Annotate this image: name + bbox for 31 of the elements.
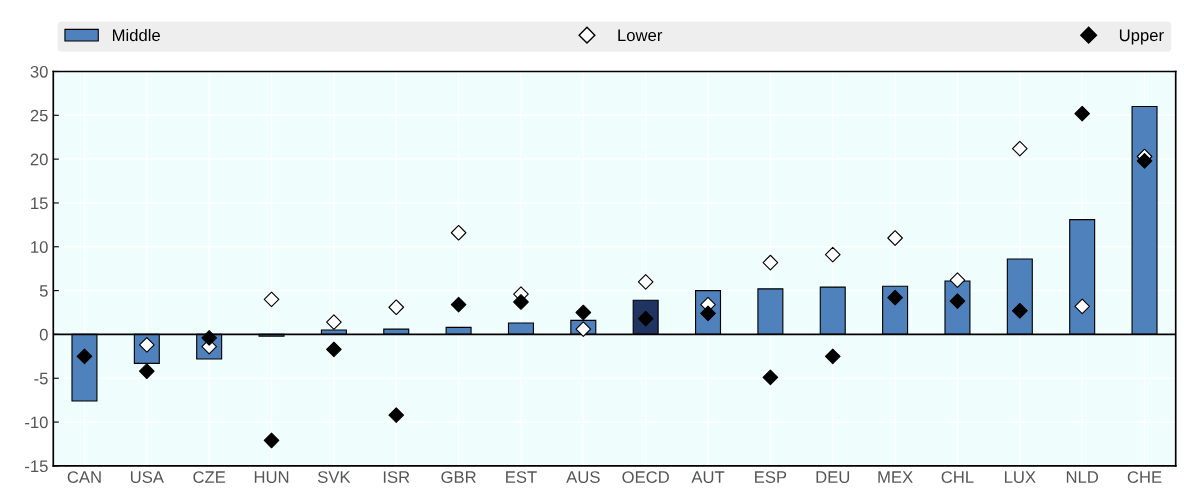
x-tick-label: OECD (622, 471, 669, 483)
x-tick-label: LUX (1004, 471, 1036, 483)
x-tick-label: ISR (383, 471, 410, 483)
x-tick-label: DEU (816, 471, 850, 483)
x-tick-label: EST (506, 471, 537, 483)
y-tick-label: -5 (34, 372, 48, 385)
y-tick-label: 20 (30, 153, 48, 166)
y-tick-label: 5 (39, 285, 48, 297)
y-tick-label: 10 (31, 241, 48, 253)
x-tick-label: HUN (254, 471, 289, 483)
y-tick-label: -15 (25, 460, 48, 473)
x-tick-label: MEX (878, 471, 913, 483)
x-tick-label: NLD (1066, 471, 1099, 483)
y-tick-label: 0 (39, 328, 48, 341)
x-tick-label: CHE (1127, 471, 1162, 483)
x-tick-label: GBR (441, 471, 476, 483)
x-tick-label: USA (130, 471, 164, 483)
legend-label: Lower (618, 29, 663, 42)
legend-label: Upper (1119, 29, 1164, 45)
x-tick-label: CAN (67, 471, 101, 483)
legend-label: Middle (112, 28, 160, 42)
x-tick-label: SVK (317, 471, 351, 483)
x-tick-label: AUT (691, 471, 725, 483)
x-tick-label: ESP (755, 471, 787, 483)
y-tick-label: 15 (31, 197, 48, 210)
y-tick-label: -10 (25, 416, 48, 429)
y-tick-label: 30 (30, 65, 48, 78)
y-tick-label: 25 (30, 109, 48, 122)
x-tick-label: CHL (941, 471, 974, 483)
x-tick-label: AUS (566, 471, 600, 483)
x-tick-label: CZE (193, 471, 226, 483)
